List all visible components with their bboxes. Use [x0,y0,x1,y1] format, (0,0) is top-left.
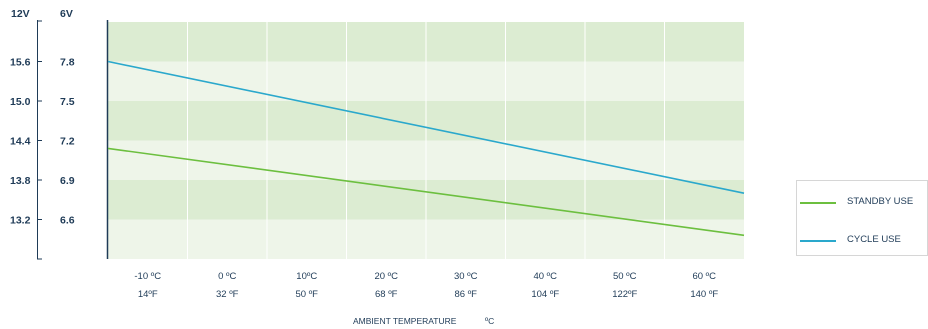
y-tick-label-12v: 13.2 [10,215,31,227]
x-tick-label-celsius: 0 ºC [218,271,236,282]
series-lines [107,60,745,237]
x-tick-label-celsius: 40 ºC [533,271,557,282]
x-tick-label-celsius: -10 ºC [134,271,161,282]
legend: STANDBY USE CYCLE USE [796,180,928,256]
y-tick-label-12v: 14.4 [10,136,31,148]
x-axis-unit: ºC [485,316,494,326]
y-tick-label-12v: 15.6 [10,57,31,69]
legend-swatch-cycle [800,240,836,242]
x-tick-label-fahrenheit: 14ºF [138,289,158,300]
x-tick-label-celsius: 60 ºC [692,271,716,282]
x-tick-label-fahrenheit: 122ºF [612,289,637,300]
y-tick-label-6v: 7.5 [60,96,75,108]
series-line-standby [107,147,745,237]
x-tick-label-fahrenheit: 32 ºF [216,289,239,300]
x-tick-label-fahrenheit: 50 ºF [296,289,319,300]
x-axis-title: AMBIENT TEMPERATURE [353,316,457,326]
x-tick-label-celsius: 10ºC [296,271,317,282]
y-tick-label-6v: 6.9 [60,175,75,187]
x-tick-label-fahrenheit: 140 ºF [690,289,718,300]
y-header-6v: 6V [60,8,73,20]
x-tick-label-celsius: 30 ºC [454,271,478,282]
legend-label-standby: STANDBY USE [847,196,914,207]
x-tick-label-fahrenheit: 104 ºF [531,289,559,300]
vertical-gridlines [187,22,665,259]
x-tick-label-celsius: 20 ºC [374,271,398,282]
series-line-cycle [107,60,745,194]
y-tick-label-12v: 13.8 [10,175,31,187]
legend-item-cycle: CYCLE USE [797,229,928,253]
x-tick-labels: -10 ºC 14ºF 0 ºC 32 ºF 10ºC 50 ºF 20 ºC 68 ºF 30… [134,271,718,300]
x-tick-label-fahrenheit: 68 ºF [375,289,398,300]
y-tick-labels: 15.6 7.8 15.0 7.5 14.4 7.2 13.8 6.9 13.2 6.6 [10,57,75,227]
y-tick-label-12v: 15.0 [10,96,31,108]
y-header-12v: 12V [11,8,30,20]
x-tick-label-celsius: 50 ºC [613,271,637,282]
y-tick-marks [37,20,42,260]
y-tick-label-6v: 7.2 [60,136,75,148]
legend-item-standby: STANDBY USE [797,191,928,215]
y-tick-label-6v: 7.8 [60,57,75,69]
legend-label-cycle: CYCLE USE [847,234,901,245]
legend-swatch-standby [800,202,836,204]
y-tick-label-6v: 6.6 [60,215,75,227]
x-tick-label-fahrenheit: 86 ºF [455,289,478,300]
